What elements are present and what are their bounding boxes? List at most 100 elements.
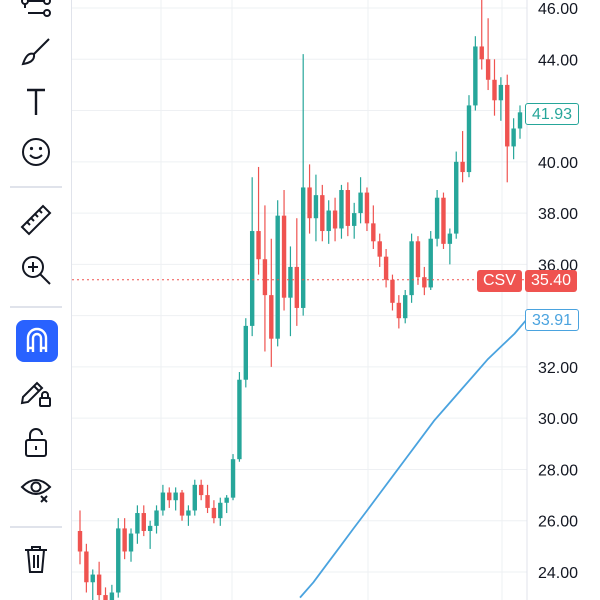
magnet-icon bbox=[26, 327, 48, 352]
chart-area[interactable]: 46.00 44.00 40.00 38.00 36.00 32.00 30.00 28.00… bbox=[72, 0, 600, 600]
candle[interactable] bbox=[224, 495, 229, 514]
candle[interactable] bbox=[294, 218, 300, 326]
lock-drawing-tool-button[interactable] bbox=[10, 370, 62, 414]
candle[interactable] bbox=[466, 95, 472, 178]
candle[interactable] bbox=[396, 295, 402, 329]
candle[interactable] bbox=[390, 274, 395, 311]
candle[interactable] bbox=[320, 184, 325, 242]
candle[interactable] bbox=[275, 200, 280, 347]
candle[interactable] bbox=[434, 190, 440, 247]
candle[interactable] bbox=[479, 0, 484, 70]
candle[interactable] bbox=[307, 164, 312, 234]
brush-tool-button[interactable] bbox=[10, 30, 62, 74]
candle[interactable] bbox=[186, 505, 191, 526]
candle-body bbox=[358, 192, 363, 214]
candle[interactable] bbox=[211, 500, 217, 524]
zoom-in-tool-button[interactable] bbox=[10, 248, 62, 292]
unlock-tool-button[interactable] bbox=[10, 420, 62, 464]
candle[interactable] bbox=[179, 489, 185, 521]
candle[interactable] bbox=[243, 318, 248, 388]
candle[interactable] bbox=[441, 192, 446, 249]
candle[interactable] bbox=[154, 505, 159, 534]
candle[interactable] bbox=[167, 487, 172, 508]
candle[interactable] bbox=[109, 584, 115, 600]
candle[interactable] bbox=[160, 484, 166, 516]
candle[interactable] bbox=[473, 36, 478, 111]
candle[interactable] bbox=[345, 182, 351, 237]
price-tick-label: 26.00 bbox=[538, 514, 578, 531]
candle[interactable] bbox=[415, 236, 421, 285]
candle[interactable] bbox=[84, 543, 89, 593]
candle[interactable] bbox=[173, 487, 178, 511]
price-chart[interactable]: 46.0044.0040.0038.0036.0032.0030.0028.00… bbox=[72, 0, 600, 600]
candle[interactable] bbox=[288, 246, 293, 337]
candle[interactable] bbox=[332, 197, 338, 242]
candle[interactable] bbox=[422, 266, 427, 296]
candle-body bbox=[364, 192, 370, 224]
candle[interactable] bbox=[505, 74, 510, 183]
candlestick-series[interactable] bbox=[77, 0, 523, 600]
candle[interactable] bbox=[122, 518, 127, 560]
ruler-tool-button[interactable] bbox=[10, 198, 62, 242]
candle[interactable] bbox=[256, 166, 261, 275]
candle[interactable] bbox=[358, 177, 363, 224]
candle-body bbox=[96, 574, 102, 596]
candle[interactable] bbox=[192, 479, 197, 516]
candle[interactable] bbox=[339, 184, 344, 239]
candle[interactable] bbox=[147, 520, 153, 549]
price-tick-label: 28.00 bbox=[538, 462, 578, 479]
candle[interactable] bbox=[96, 561, 102, 600]
candle[interactable] bbox=[249, 177, 255, 337]
candle[interactable] bbox=[205, 484, 210, 514]
candle[interactable] bbox=[460, 131, 465, 183]
candle-body bbox=[345, 190, 351, 226]
candle[interactable] bbox=[454, 151, 459, 239]
candle-body bbox=[230, 459, 236, 498]
candle[interactable] bbox=[517, 105, 523, 139]
candle[interactable] bbox=[428, 231, 433, 290]
candle[interactable] bbox=[364, 187, 370, 232]
candle[interactable] bbox=[492, 59, 497, 116]
candle[interactable] bbox=[262, 205, 268, 352]
trend-lines-tool-button[interactable] bbox=[10, 0, 62, 32]
candle[interactable] bbox=[326, 200, 331, 244]
candle[interactable] bbox=[281, 190, 287, 311]
candle[interactable] bbox=[116, 518, 121, 598]
candle[interactable] bbox=[352, 202, 357, 239]
trash-tool-button[interactable] bbox=[10, 537, 62, 581]
candle[interactable] bbox=[371, 205, 376, 249]
candle[interactable] bbox=[90, 569, 95, 600]
candle-body bbox=[415, 241, 421, 278]
candle[interactable] bbox=[485, 18, 491, 91]
candle-body bbox=[294, 266, 300, 308]
text-tool-button[interactable] bbox=[10, 80, 62, 124]
candle[interactable] bbox=[141, 505, 146, 537]
candle[interactable] bbox=[511, 118, 516, 160]
candle[interactable] bbox=[313, 174, 319, 242]
candle[interactable] bbox=[135, 505, 140, 544]
candle[interactable] bbox=[198, 479, 204, 501]
candle[interactable] bbox=[269, 238, 274, 367]
candle[interactable] bbox=[237, 372, 242, 462]
price-axis[interactable]: 46.0044.0040.0038.0036.0032.0030.0028.00… bbox=[526, 0, 578, 600]
price-tick-label: 30.00 bbox=[538, 411, 578, 428]
candle[interactable] bbox=[409, 233, 414, 303]
toolbar-border bbox=[71, 0, 72, 600]
candle[interactable] bbox=[218, 497, 223, 526]
candle-body bbox=[141, 513, 146, 531]
magnet-tool-button[interactable] bbox=[16, 320, 58, 362]
eye-tool-button[interactable] bbox=[10, 467, 62, 511]
candle[interactable] bbox=[377, 233, 382, 267]
candle[interactable] bbox=[128, 528, 134, 562]
candle[interactable] bbox=[447, 228, 453, 265]
candle[interactable] bbox=[77, 510, 83, 565]
emoji-tool-button[interactable] bbox=[10, 130, 62, 174]
candle[interactable] bbox=[103, 587, 108, 600]
candle[interactable] bbox=[403, 290, 408, 324]
candle[interactable] bbox=[383, 248, 389, 288]
candle[interactable] bbox=[300, 54, 306, 316]
price-tick-label: 44.00 bbox=[538, 52, 578, 69]
candle[interactable] bbox=[230, 454, 236, 501]
candle[interactable] bbox=[498, 77, 504, 121]
zoom-in-icon bbox=[22, 256, 51, 285]
